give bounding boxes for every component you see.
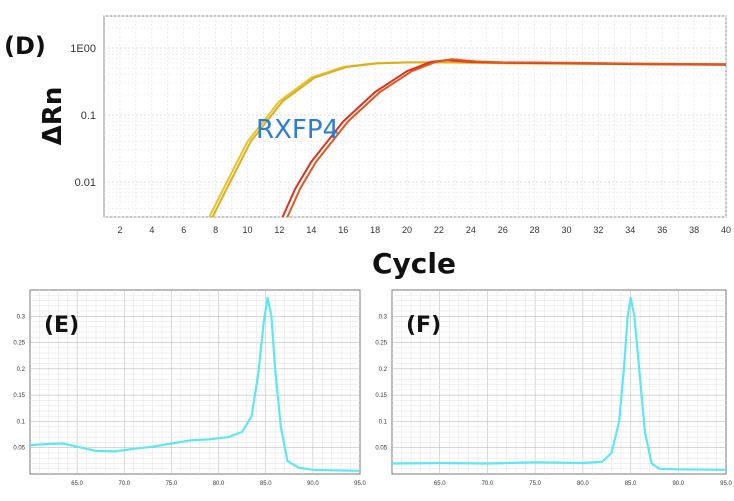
panel-e-y-tick-label: 0.05 [13,446,25,452]
x-tick-label-d: 40 [721,225,731,235]
x-tick-label-d: 24 [466,225,476,235]
panel-e-x-tick-label: 95.0 [354,481,366,487]
y-tick-label-d: 0.01 [75,177,96,189]
panel-f-y-tick-label: 0.15 [375,393,387,399]
panel-f: 65.0 70.0 75.0 80.0 85.0 90.0 95.0 0.05 0.1 0.15 0… [375,289,732,487]
x-tick-label-d: 12 [274,225,284,235]
panel-e-x-tick-label: 80.0 [213,481,225,487]
plot-area-d [103,15,727,218]
x-tick-label-d: 18 [370,225,380,235]
x-tick-label-d: 4 [149,225,154,235]
panel-e-melt-curve [29,296,361,472]
y-axis-label-d: ΔRn [38,87,68,146]
x-tick-label-d: 34 [625,225,635,235]
x-tick-label-d: 32 [593,225,603,235]
panel-e: 65.0 70.0 75.0 80.0 85.0 90.0 95.0 0.05 0.1 0.15 0… [13,289,366,487]
panel-e-label: (E) [44,313,79,338]
x-tick-label-d: 10 [243,225,253,235]
panel-e-x-tick-label: 90.0 [307,481,319,487]
panel-f-y-tick-label: 0.25 [375,341,387,347]
panel-f-x-tick-label: 75.0 [529,481,541,487]
x-tick-label-d: 30 [562,225,572,235]
x-tick-label-d: 22 [434,225,444,235]
x-tick-label-d: 36 [657,225,667,235]
panel-f-y-tick-label: 0.05 [375,446,387,452]
panel-f-x-tick-label: 85.0 [625,481,637,487]
panel-d: 2 4 6 8 10 12 14 16 18 20 22 24 26 28 30 32 34 36 38 401E00… [4,15,731,280]
panel-f-x-tick-label: 95.0 [720,481,732,487]
gene-annotation: RXFP4 [256,115,339,145]
panel-e-y-tick-label: 0.25 [13,341,25,347]
panel-e-y-tick-label: 0.1 [17,419,26,425]
x-tick-label-d: 38 [689,225,699,235]
panel-e-x-tick-label: 75.0 [166,481,178,487]
x-tick-label-d: 16 [338,225,348,235]
panel-e-x-tick-label: 65.0 [71,481,83,487]
panel-f-x-tick-label: 65.0 [434,481,446,487]
panel-f-y-tick-label: 0.2 [379,367,388,373]
panel-f-label: (F) [406,313,441,338]
panel-f-y-tick-label: 0.1 [379,419,388,425]
panel-f-x-tick-label: 90.0 [672,481,684,487]
panel-e-x-tick-label: 85.0 [260,481,272,487]
panel-f-y-tick-label: 0.3 [379,314,388,320]
x-tick-label-d: 8 [213,225,218,235]
series-line-d [286,58,727,218]
y-tick-label-d: 0.1 [81,110,96,122]
panel-e-y-tick-label: 0.2 [17,367,26,373]
x-tick-label-d: 14 [306,225,316,235]
panel-e-plot-area [29,289,361,475]
panel-f-x-tick-label: 80.0 [577,481,589,487]
x-tick-label-d: 26 [498,225,508,235]
panel-label-d: (D) [4,32,46,60]
panel-e-x-tick-label: 70.0 [118,481,130,487]
x-tick-label-d: 6 [181,225,186,235]
x-tick-label-d: 2 [117,225,122,235]
panel-f-plot-area [391,289,727,475]
panel-e-y-tick-label: 0.3 [17,314,26,320]
panel-f-melt-curve [391,296,727,471]
panel-f-x-tick-label: 70.0 [482,481,494,487]
x-tick-label-d: 28 [530,225,540,235]
panel-e-y-tick-label: 0.15 [13,393,25,399]
y-tick-label-d: 1E00 [70,43,96,55]
x-tick-label-d: 20 [402,225,412,235]
x-axis-label-d: Cycle [372,247,456,280]
